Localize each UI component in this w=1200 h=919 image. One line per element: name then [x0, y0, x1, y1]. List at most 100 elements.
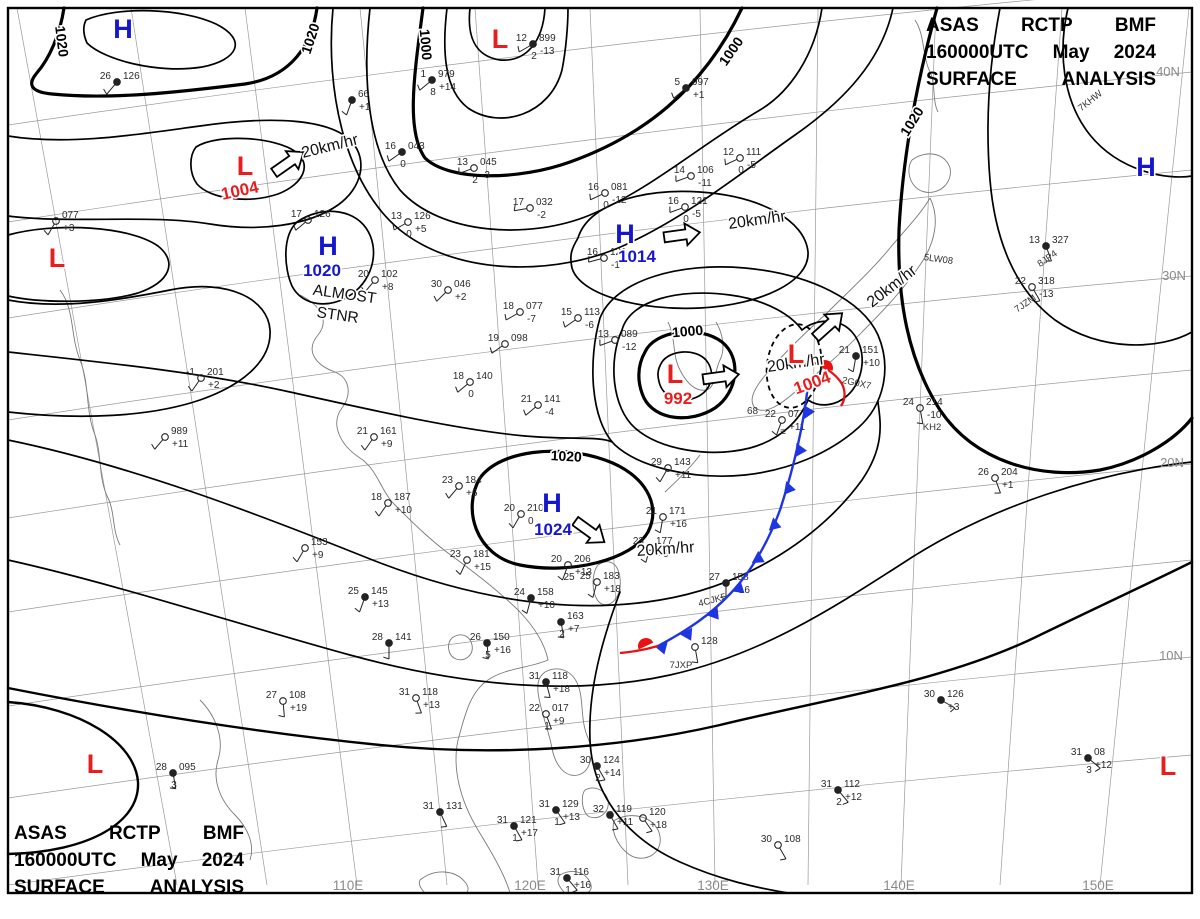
station-circle-icon	[304, 216, 312, 224]
station-tendency: +14	[439, 82, 456, 93]
station-extra: 1	[554, 817, 560, 828]
station-tendency: +14	[604, 768, 621, 779]
station-plot: 32 119 +11	[593, 804, 634, 831]
coastline	[592, 561, 621, 606]
station-tendency: +11	[789, 422, 806, 433]
wind-barb-tick-icon	[523, 409, 527, 416]
station-plot: 077+3	[43, 210, 79, 236]
title-office: RCTP	[1020, 15, 1073, 36]
station-temp: 30	[431, 279, 443, 290]
station-temp: 32	[593, 804, 605, 815]
station-circle-icon	[169, 769, 177, 777]
station-temp: 21	[521, 394, 533, 405]
wind-barb-tick-icon	[504, 314, 507, 321]
station-plot: 17 032 -2	[513, 197, 553, 221]
wind-barb-icon	[546, 685, 551, 698]
station-tendency: -10	[927, 410, 942, 421]
title-line-1: ASAS RCTP BMF	[926, 12, 1156, 39]
station-temp: 31	[1071, 747, 1083, 758]
station-plot: 16 121 -50	[668, 196, 708, 225]
station-tendency: -3	[481, 170, 490, 181]
station-plot: 28 141	[372, 632, 412, 660]
station-tendency: +15	[474, 562, 491, 573]
station-pressure: 118	[422, 687, 438, 698]
wind-barb-icon	[419, 81, 430, 91]
station-temp: 26	[470, 632, 482, 643]
station-temp: 16	[385, 141, 397, 152]
station-temp: 1	[420, 69, 426, 80]
station-pressure: 145	[371, 586, 388, 597]
station-pressure: 171	[669, 506, 686, 517]
station-circle-icon	[301, 544, 309, 552]
title-product: ASAS	[14, 823, 67, 844]
station-tendency: -5	[747, 160, 756, 171]
station-plot: 31 08 +123	[1071, 747, 1113, 776]
station-pressure: 08	[1094, 747, 1106, 758]
station-plot: 14 106 -11	[674, 165, 714, 189]
station-circle-icon	[384, 499, 392, 507]
wind-barb-tick-icon	[842, 801, 849, 805]
isobar-value-label: 1020	[550, 447, 582, 465]
isobar-value-label: 1000	[671, 322, 704, 341]
isobar-line	[6, 560, 1194, 752]
wind-barb-icon	[505, 313, 518, 321]
chart-title-bottom: ASAS RCTP BMF 160000UTC May 2024 SURFACE…	[14, 820, 244, 901]
station-tendency: +16	[574, 880, 591, 891]
station-extra: 0	[603, 200, 609, 211]
title-line-2: 160000UTC May 2024	[14, 847, 244, 874]
isobar-value-label: 1020	[897, 104, 927, 139]
station-circle-icon	[526, 204, 534, 212]
wind-barb-tick-icon	[361, 286, 366, 293]
high-center-value: 1024	[534, 520, 572, 539]
station-tendency: 0	[528, 516, 534, 527]
wind-barb-tick-icon	[847, 368, 854, 373]
station-temp: 18	[453, 371, 465, 382]
station-plot: 20 102 +8	[358, 269, 398, 293]
station-tendency: +10	[863, 358, 880, 369]
station-circle-icon	[279, 697, 287, 705]
station-temp: 21	[646, 506, 658, 517]
station-pressure: 129	[562, 799, 579, 810]
wind-barb-tick-icon	[43, 230, 49, 236]
station-plot: 120+18	[639, 807, 667, 834]
title-type-2: ANALYSIS	[1061, 69, 1156, 90]
wind-barb-icon	[296, 550, 304, 563]
low-center-symbol: L	[49, 243, 66, 273]
station-pressure: 098	[511, 333, 528, 344]
cold-front-triangle-icon	[654, 641, 668, 655]
wind-barb-icon	[378, 505, 387, 517]
station-pressure: 997	[692, 77, 709, 88]
wind-barb-icon	[191, 380, 200, 392]
meridian-line	[359, 7, 448, 886]
station-tendency: -12	[612, 195, 627, 206]
station-pressure: 131	[446, 801, 463, 812]
wind-barb-icon	[448, 488, 458, 499]
station-circle-icon	[600, 254, 608, 262]
wind-barb-icon	[512, 516, 520, 529]
coastline	[448, 634, 473, 661]
parallel-line	[7, 275, 1193, 421]
station-temp: 29	[651, 457, 663, 468]
station-pressure: 979	[438, 69, 455, 80]
station-tendency: +11	[675, 470, 692, 481]
wind-barb-icon	[441, 814, 448, 827]
station-plot: 1 979 +148	[417, 69, 456, 98]
station-temp: 17	[291, 209, 303, 220]
isobar-value-label: 1000	[417, 28, 436, 61]
station-temp: 15	[561, 307, 573, 318]
station-temp: 23	[442, 475, 454, 486]
station-temp: 13	[391, 211, 403, 222]
station-circle-icon	[527, 594, 535, 602]
station-plot: 31 118 +13	[399, 687, 440, 714]
wind-barb-icon	[295, 221, 306, 231]
station-temp: 16	[668, 196, 680, 207]
title-office: RCTP	[108, 823, 161, 844]
isobar-line	[468, 7, 546, 61]
station-extra: 1	[512, 833, 518, 844]
station-pressure: 206	[574, 554, 591, 565]
station-temp: 23	[633, 536, 645, 547]
wind-barb-tick-icon	[292, 557, 298, 563]
isobar-line	[330, 7, 894, 268]
wind-barb-tick-icon	[557, 575, 563, 581]
wind-barb-icon	[675, 176, 688, 182]
